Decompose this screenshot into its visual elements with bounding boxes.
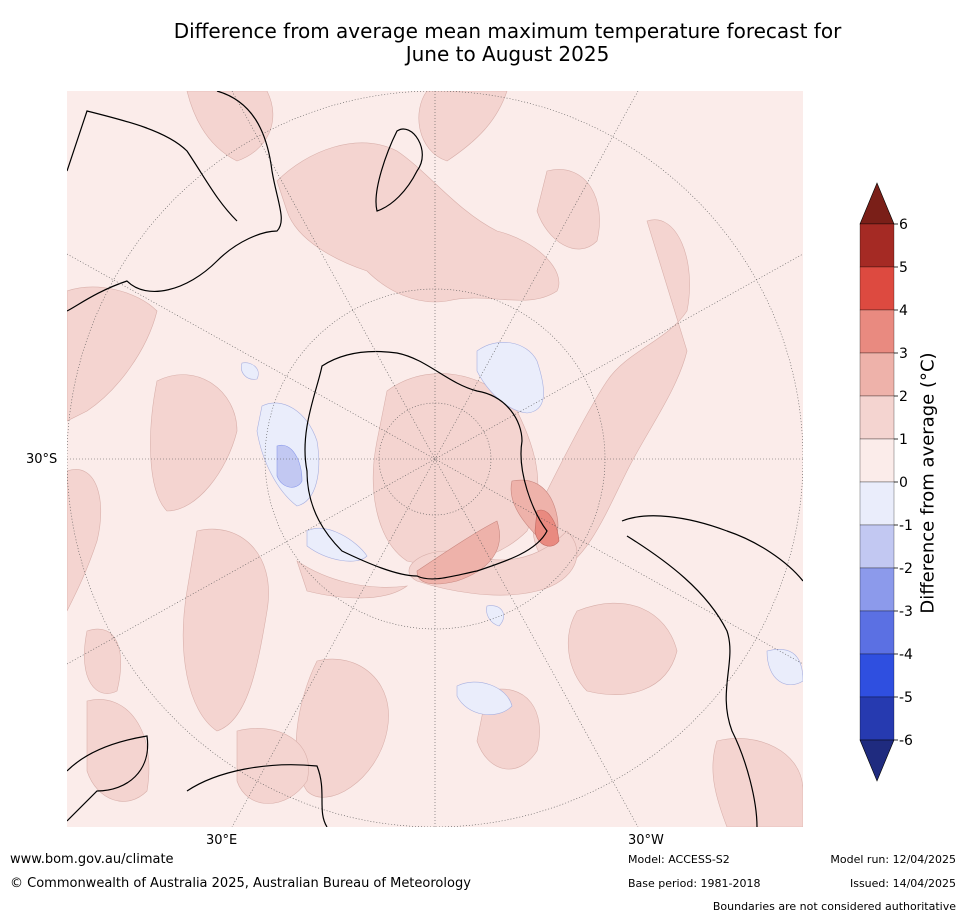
footer-issued: Issued: 14/04/2025 <box>849 877 956 890</box>
footer-copyright: © Commonwealth of Australia 2025, Austra… <box>10 876 471 891</box>
colorbar-tick-label: -3 <box>899 604 913 620</box>
colorbar-tick-label: 6 <box>899 217 908 233</box>
title-line-1: Difference from average mean maximum tem… <box>173 19 842 43</box>
latitude-label-30s: 30°S <box>26 452 58 467</box>
cool-anomaly-regions <box>241 342 803 715</box>
anomaly-map <box>67 91 803 827</box>
colorbar-over-triangle <box>859 182 895 225</box>
colorbar-tick-label: 1 <box>899 432 908 448</box>
warm-anomaly-regions <box>67 91 803 827</box>
footer-disclaimer: Boundaries are not considered authoritat… <box>712 900 956 913</box>
colorbar-segment <box>859 610 895 655</box>
title-line-2: June to August 2025 <box>405 42 610 66</box>
colorbar-segment <box>859 223 895 268</box>
colorbar-segment <box>859 395 895 440</box>
colorbar-segment <box>859 696 895 741</box>
colorbar-tick-label: -4 <box>899 647 913 663</box>
graticule <box>67 91 803 827</box>
colorbar-segment <box>859 567 895 612</box>
colorbar-segment <box>859 653 895 698</box>
colorbar-label: Difference from average (°C) <box>917 352 939 614</box>
colorbar-segment <box>859 266 895 311</box>
colorbar-tick-label: 2 <box>899 389 908 405</box>
colorbar-tick-label: -5 <box>899 690 913 706</box>
colorbar-segment <box>859 438 895 483</box>
coastlines <box>67 91 803 827</box>
colorbar-under-triangle <box>859 739 895 782</box>
colorbar-tick-label: 3 <box>899 346 908 362</box>
colorbar-segment <box>859 309 895 354</box>
colorbar-segment <box>859 524 895 569</box>
cold-anomaly-regions <box>276 444 303 488</box>
colorbar-tick-label: 4 <box>899 303 908 319</box>
colorbar-segment <box>859 481 895 526</box>
hot-anomaly-regions <box>534 509 560 547</box>
footer-model: Model: ACCESS-S2 <box>628 853 730 866</box>
colorbar-tick-label: -1 <box>899 518 913 534</box>
footer-base-period: Base period: 1981-2018 <box>628 877 761 890</box>
colorbar-tick-label: 5 <box>899 260 908 276</box>
footer-model-run: Model run: 12/04/2025 <box>830 853 956 866</box>
map-title: Difference from average mean maximum tem… <box>60 20 955 66</box>
colorbar-segment <box>859 352 895 397</box>
colorbar-ticks: 6 5 4 3 2 1 0 -1 -2 -3 -4 -5 -6 <box>894 217 913 749</box>
colorbar-tick-label: 0 <box>899 475 908 491</box>
longitude-label-30w: 30°W <box>628 833 664 848</box>
colorbar: 6 5 4 3 2 1 0 -1 -2 -3 -4 -5 -6 <box>859 182 913 782</box>
colorbar-tick-label: -6 <box>899 733 913 749</box>
longitude-label-30e: 30°E <box>206 833 238 848</box>
footer-url[interactable]: www.bom.gov.au/climate <box>10 852 174 867</box>
colorbar-tick-label: -2 <box>899 561 913 577</box>
colorbar-segments <box>859 223 895 741</box>
